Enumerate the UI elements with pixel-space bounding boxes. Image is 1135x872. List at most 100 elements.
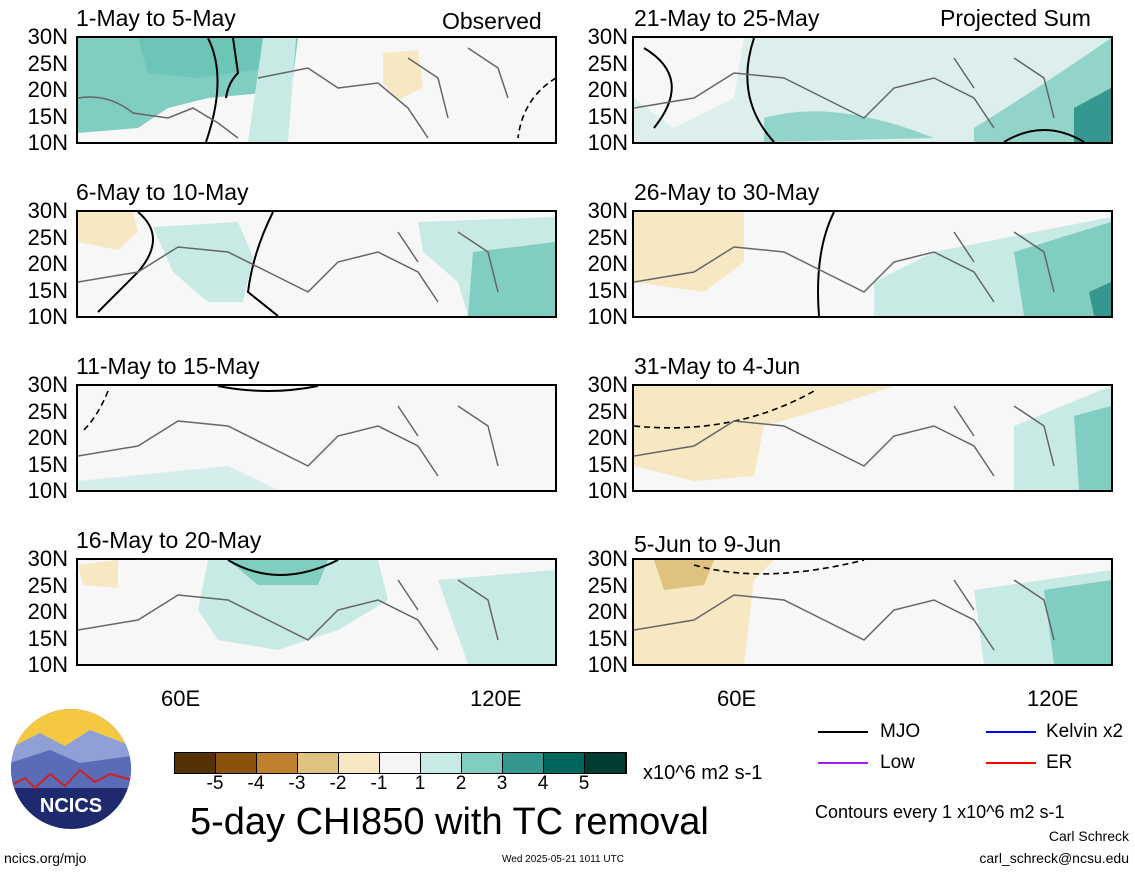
colorbar-swatch <box>257 753 298 773</box>
lat-label: 25N <box>27 398 68 424</box>
lat-label: 10N <box>587 652 628 677</box>
lat-label: 25N <box>27 224 68 250</box>
ncics-logo: NCICS <box>10 708 132 830</box>
map-panel-4 <box>76 558 557 666</box>
author-name: Carl Schreck <box>1048 828 1129 844</box>
lat-label: 30N <box>587 372 628 397</box>
colorbar <box>174 752 627 774</box>
lon-label-120e-right: 120E <box>1027 686 1079 711</box>
lat-label: 10N <box>27 304 68 329</box>
colorbar-tick-label: -3 <box>288 773 306 794</box>
colorbar-tick-label: 1 <box>414 773 426 794</box>
colorbar-swatch <box>544 753 585 773</box>
colorbar-swatch <box>216 753 257 773</box>
lat-label: 30N <box>27 24 68 49</box>
colorbar-tick-label: -1 <box>370 773 388 794</box>
lat-label: 10N <box>587 304 628 329</box>
lat-label: 30N <box>587 24 628 49</box>
panel-title-3: 11-May to 15-May <box>76 353 260 379</box>
colorbar-swatch <box>175 753 216 773</box>
lon-label-120e-left: 120E <box>470 686 522 711</box>
lat-label: 20N <box>27 599 68 624</box>
panel-title-1: 1-May to 5-May <box>76 5 236 31</box>
lat-label: 15N <box>587 103 628 129</box>
lat-label: 20N <box>587 425 628 450</box>
lat-label: 20N <box>587 599 628 624</box>
panel-title-8: 5-Jun to 9-Jun <box>634 531 782 557</box>
map-panel-6 <box>632 210 1113 318</box>
panel-title-7: 31-May to 4-Jun <box>634 353 801 379</box>
panel-title-2: 6-May to 10-May <box>76 179 249 205</box>
lat-label: 20N <box>587 77 628 102</box>
panel-title-6: 26-May to 30-May <box>634 179 820 205</box>
lat-label: 25N <box>587 224 628 250</box>
lat-label: 20N <box>27 425 68 450</box>
lat-label: 30N <box>587 546 628 571</box>
map-panel-3 <box>76 384 557 492</box>
colorbar-swatch <box>585 753 626 773</box>
legend-line-er <box>986 762 1036 764</box>
colorbar-swatch <box>421 753 462 773</box>
colorbar-swatch <box>503 753 544 773</box>
lat-label: 15N <box>27 103 68 129</box>
colorbar-units: x10^6 m2 s-1 <box>643 762 763 784</box>
website-link[interactable]: ncics.org/mjo <box>4 850 87 866</box>
colorbar-tick-label: -5 <box>206 773 224 794</box>
legend-line-mjo <box>818 731 868 733</box>
timestamp: Wed 2025-05-21 1011 UTC <box>502 854 624 865</box>
projected-sum-label: Projected Sum <box>940 5 1091 31</box>
lat-label: 25N <box>587 398 628 424</box>
contour-note: Contours every 1 x10^6 m2 s-1 <box>815 802 1065 822</box>
lat-label: 10N <box>587 130 628 155</box>
lon-label-60e-right: 60E <box>717 686 757 711</box>
lat-label: 20N <box>27 77 68 102</box>
observed-label: Observed <box>442 8 542 34</box>
legend-label-low: Low <box>880 752 915 773</box>
legend-line-kelvin <box>986 731 1036 733</box>
colorbar-tick-label: 3 <box>496 773 508 794</box>
lat-label: 10N <box>587 478 628 503</box>
lat-label: 15N <box>587 451 628 477</box>
panel-title-4: 16-May to 20-May <box>76 527 262 553</box>
logo-text: NCICS <box>40 795 102 817</box>
lat-label: 20N <box>27 251 68 276</box>
lat-label: 15N <box>27 625 68 651</box>
lat-label: 20N <box>587 251 628 276</box>
lat-label: 30N <box>27 546 68 571</box>
colorbar-tick-label: 2 <box>455 773 467 794</box>
author-email: carl_schreck@ncsu.edu <box>979 850 1129 866</box>
lat-label: 15N <box>587 625 628 651</box>
colorbar-swatch <box>298 753 339 773</box>
map-panel-2 <box>76 210 557 318</box>
map-panel-7 <box>632 384 1113 492</box>
lat-label: 25N <box>587 572 628 598</box>
colorbar-swatch <box>462 753 503 773</box>
lat-label: 25N <box>27 572 68 598</box>
lat-label: 15N <box>587 277 628 303</box>
colorbar-tick-label: 5 <box>578 773 590 794</box>
lat-label: 15N <box>27 277 68 303</box>
lat-label: 25N <box>587 50 628 76</box>
lat-label: 30N <box>587 198 628 223</box>
lat-label: 10N <box>27 130 68 155</box>
panel-title-5: 21-May to 25-May <box>634 5 820 31</box>
legend-label-mjo: MJO <box>880 721 921 742</box>
colorbar-tick-label: 4 <box>537 773 549 794</box>
lat-label: 10N <box>27 478 68 503</box>
map-panel-1 <box>76 36 557 144</box>
main-title: 5-day CHI850 with TC removal <box>190 801 709 843</box>
lat-label: 10N <box>27 652 68 677</box>
colorbar-swatch <box>380 753 421 773</box>
colorbar-tick-label: -4 <box>247 773 265 794</box>
lat-label: 25N <box>27 50 68 76</box>
map-panel-5 <box>632 36 1113 144</box>
lon-label-60e-left: 60E <box>161 686 201 711</box>
lat-label: 30N <box>27 198 68 223</box>
legend-label-kelvin: Kelvin x2 <box>1046 721 1124 742</box>
legend-label-er: ER <box>1046 752 1073 773</box>
legend-line-low <box>818 762 868 764</box>
lat-label: 30N <box>27 372 68 397</box>
colorbar-swatch <box>339 753 380 773</box>
map-panel-8 <box>632 558 1113 666</box>
colorbar-tick-label: -2 <box>329 773 347 794</box>
